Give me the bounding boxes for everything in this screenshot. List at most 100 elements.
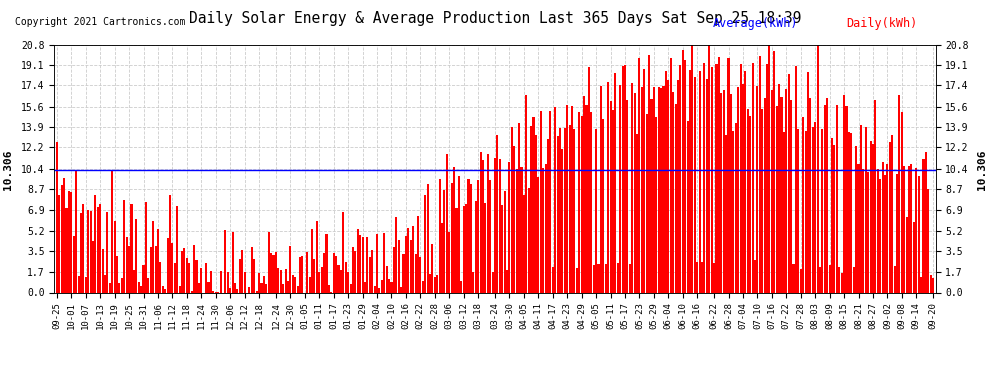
Bar (191, 291, 193, 292)
Bar (827, 99, 829, 292)
Bar (301, 256, 303, 292)
Bar (891, 135, 893, 292)
Bar (908, 166, 910, 292)
Bar (487, 154, 489, 292)
Bar (667, 80, 669, 292)
Bar (77, 276, 79, 292)
Bar (763, 98, 765, 292)
Bar (470, 184, 472, 292)
Bar (455, 208, 457, 292)
Bar (467, 179, 469, 292)
Bar (884, 175, 886, 292)
Bar (87, 210, 89, 292)
Bar (354, 251, 356, 292)
Bar (528, 188, 530, 292)
Bar (593, 265, 595, 292)
Bar (422, 281, 424, 292)
Bar (60, 185, 62, 292)
Bar (563, 129, 566, 292)
Bar (780, 97, 782, 292)
Bar (181, 251, 183, 292)
Bar (790, 100, 792, 292)
Bar (242, 250, 244, 292)
Bar (641, 87, 643, 292)
Bar (795, 66, 797, 292)
Bar (634, 93, 636, 292)
Bar (704, 63, 706, 292)
Bar (862, 169, 864, 292)
Bar (227, 272, 229, 292)
Bar (171, 243, 173, 292)
Bar (475, 201, 477, 292)
Bar (644, 69, 645, 292)
Bar (318, 272, 321, 292)
Bar (205, 263, 207, 292)
Bar (615, 73, 617, 292)
Bar (448, 232, 450, 292)
Bar (504, 191, 506, 292)
Bar (453, 166, 455, 292)
Bar (210, 271, 212, 292)
Bar (282, 284, 284, 292)
Bar (674, 104, 676, 292)
Bar (581, 116, 583, 292)
Bar (600, 86, 602, 292)
Bar (540, 111, 542, 292)
Bar (590, 112, 592, 292)
Bar (679, 64, 681, 292)
Bar (773, 51, 775, 292)
Bar (390, 282, 392, 292)
Bar (111, 170, 113, 292)
Bar (523, 195, 525, 292)
Bar (864, 127, 867, 292)
Bar (903, 166, 905, 292)
Bar (740, 64, 742, 292)
Bar (561, 149, 563, 292)
Bar (551, 267, 553, 292)
Bar (149, 248, 151, 292)
Bar (839, 267, 841, 292)
Bar (323, 253, 325, 292)
Bar (901, 112, 903, 292)
Bar (420, 257, 422, 292)
Bar (265, 284, 267, 292)
Bar (407, 228, 409, 292)
Text: 10.306: 10.306 (977, 150, 987, 190)
Bar (645, 114, 647, 292)
Bar (829, 265, 831, 292)
Bar (258, 273, 260, 292)
Bar (730, 94, 732, 292)
Bar (694, 77, 696, 292)
Bar (364, 282, 366, 292)
Bar (898, 95, 901, 292)
Bar (234, 283, 236, 292)
Bar (457, 176, 460, 292)
Bar (595, 129, 597, 292)
Bar (450, 183, 452, 292)
Bar (255, 291, 257, 292)
Bar (494, 158, 496, 292)
Bar (444, 190, 446, 292)
Bar (188, 263, 190, 292)
Bar (733, 131, 735, 292)
Bar (106, 212, 109, 292)
Bar (778, 84, 780, 292)
Bar (446, 153, 447, 292)
Bar (746, 110, 748, 292)
Bar (607, 82, 609, 292)
Bar (711, 67, 713, 292)
Bar (543, 168, 545, 292)
Bar (371, 250, 373, 292)
Bar (311, 229, 313, 292)
Bar (499, 159, 501, 292)
Bar (788, 74, 790, 292)
Bar (857, 164, 859, 292)
Bar (775, 106, 778, 292)
Bar (395, 217, 397, 292)
Bar (484, 203, 486, 292)
Bar (655, 117, 657, 292)
Bar (657, 87, 659, 292)
Bar (345, 262, 346, 292)
Bar (343, 212, 345, 292)
Bar (869, 141, 871, 292)
